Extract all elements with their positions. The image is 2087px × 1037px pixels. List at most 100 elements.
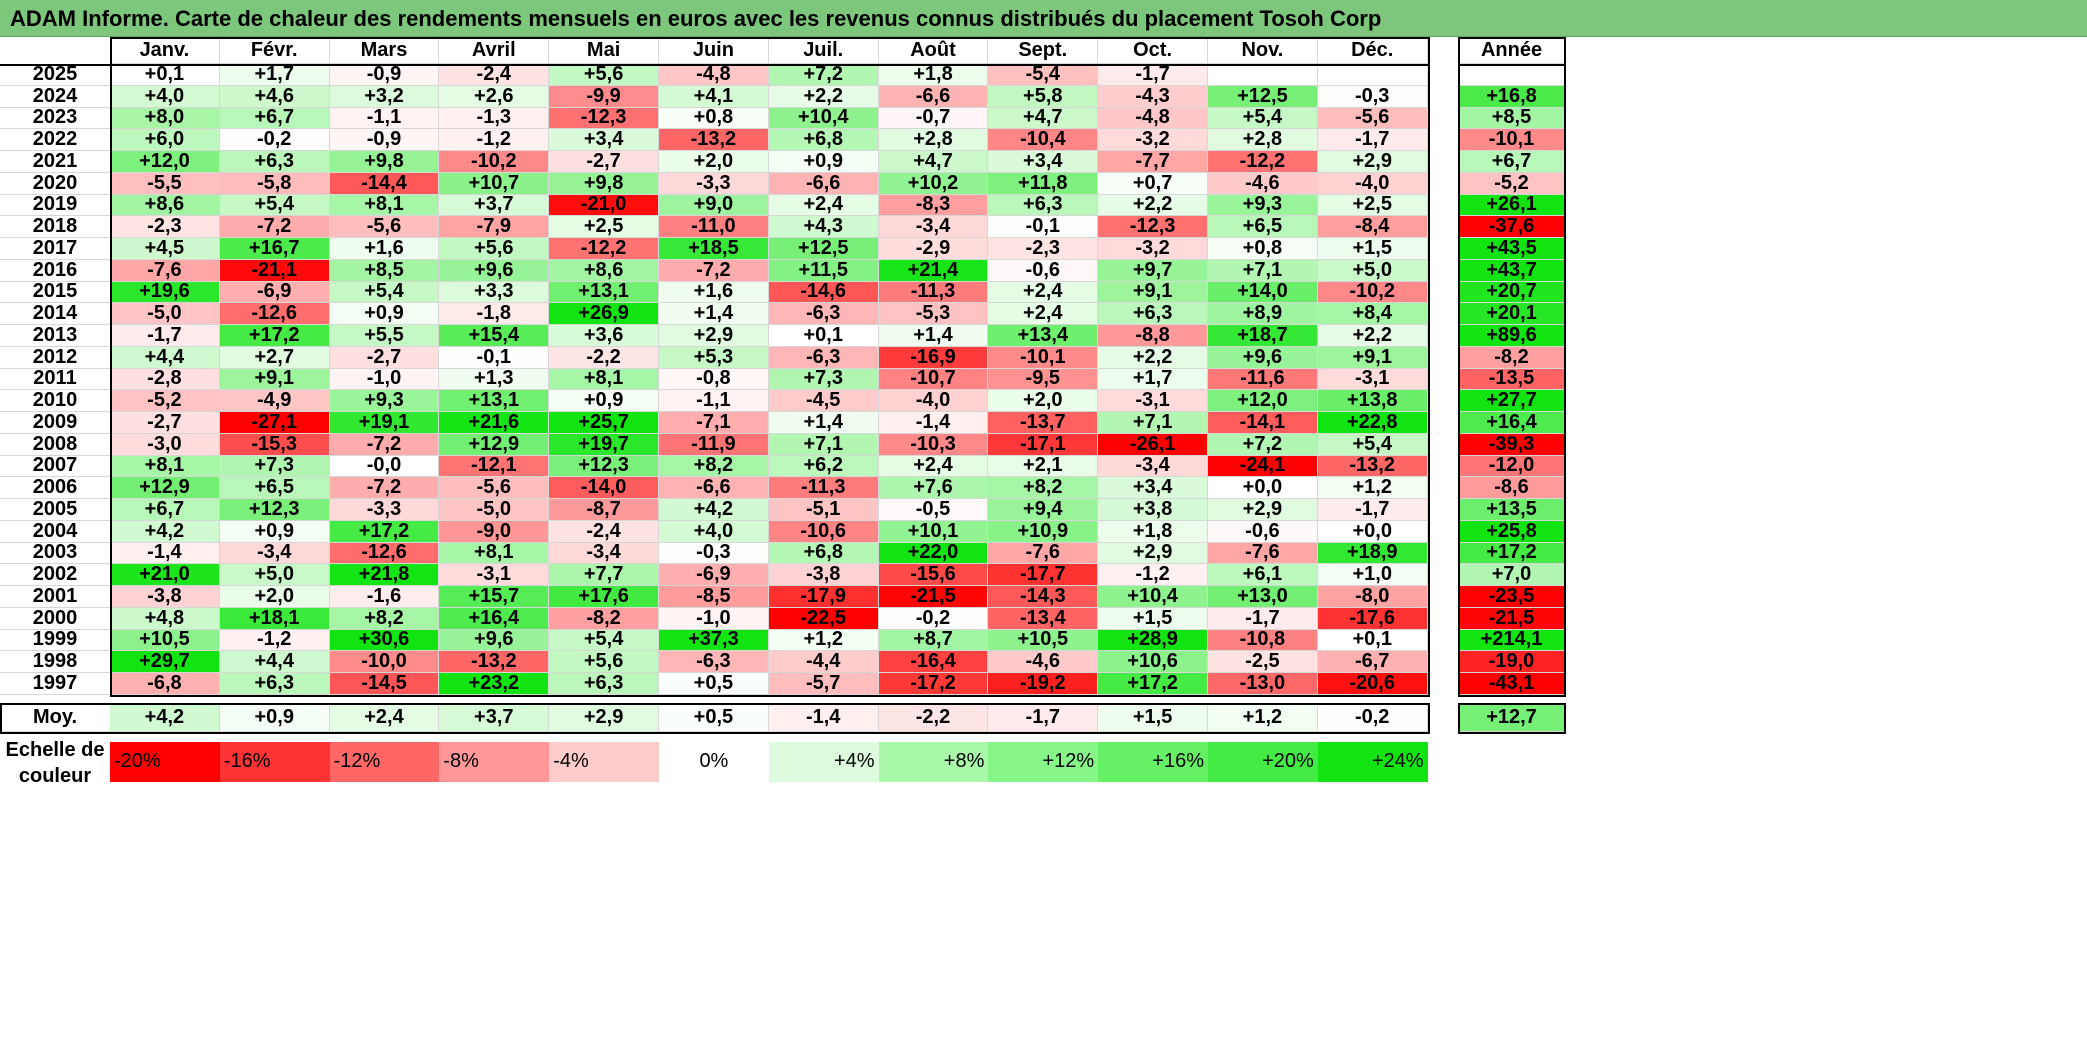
heatmap-cell: +10,9 <box>988 520 1099 543</box>
heatmap-cell: +8,2 <box>329 607 440 630</box>
legend-swatch: +16% <box>1098 741 1208 782</box>
heatmap-cell: +9,1 <box>1317 346 1428 369</box>
heatmap-cell: -2,7 <box>110 411 220 434</box>
heatmap-cell: +5,8 <box>988 85 1099 108</box>
heatmap-cell: +8,6 <box>110 193 220 217</box>
heatmap-cell: -19,2 <box>988 672 1099 695</box>
annual-cell: +26,1 <box>1458 193 1566 217</box>
annual-cell: +25,8 <box>1458 520 1566 543</box>
heatmap-cell: -3,1 <box>439 563 550 586</box>
heatmap-cell: +9,7 <box>1098 259 1208 282</box>
heatmap-cell: -3,4 <box>219 541 330 565</box>
heatmap-cell: +0,1 <box>1317 628 1428 652</box>
average-annual-cell: +12,7 <box>1458 704 1566 732</box>
heatmap-cell: +2,9 <box>1317 150 1428 173</box>
heatmap-cell: +9,1 <box>219 367 330 391</box>
heatmap-cell: -10,4 <box>988 128 1099 151</box>
heatmap-cell: +1,2 <box>1317 476 1428 499</box>
heatmap-cell: +2,2 <box>1317 324 1428 347</box>
heatmap-cell: -5,1 <box>768 498 879 521</box>
heatmap-cell: +29,7 <box>110 650 220 673</box>
heatmap-cell: -3,4 <box>1098 454 1208 478</box>
heatmap-cell: +12,3 <box>219 498 330 521</box>
heatmap-cell: +6,5 <box>219 476 330 499</box>
heatmap-cell: -8,8 <box>1098 324 1208 347</box>
year-label: 2010 <box>0 389 110 412</box>
month-header: Avril <box>439 37 550 64</box>
heatmap-cell: +0,9 <box>549 389 659 412</box>
year-label: 2007 <box>0 454 110 478</box>
heatmap-cell: +1,4 <box>878 324 989 347</box>
heatmap-cell: -3,1 <box>1317 367 1428 391</box>
heatmap-cell: -1,0 <box>659 607 769 630</box>
heatmap-cell: +13,1 <box>439 389 550 412</box>
annual-cell: +89,6 <box>1458 324 1566 347</box>
heatmap-cell: +10,2 <box>878 172 989 195</box>
heatmap-cell: -17,9 <box>768 585 879 608</box>
heatmap-cell: +16,4 <box>439 607 550 630</box>
heatmap-cell: -13,4 <box>988 607 1099 630</box>
year-label: 2016 <box>0 259 110 282</box>
heatmap-cell: -14,6 <box>768 280 879 304</box>
heatmap-cell: +12,5 <box>768 237 879 260</box>
heatmap-cell: +12,3 <box>549 454 659 478</box>
heatmap-cell: -11,6 <box>1208 367 1318 391</box>
annual-cell: -10,1 <box>1458 128 1566 151</box>
heatmap-cell: +2,1 <box>988 454 1099 478</box>
heatmap-cell: +5,4 <box>329 280 440 304</box>
legend-swatch: -4% <box>549 741 659 782</box>
heatmap-cell: +1,2 <box>768 628 879 652</box>
heatmap-cell: +5,6 <box>549 650 659 673</box>
heatmap-cell: -5,3 <box>878 302 989 325</box>
heatmap-cell: +6,3 <box>988 193 1099 217</box>
heatmap-cell: -1,2 <box>219 628 330 652</box>
heatmap-cell: +0,9 <box>329 302 440 325</box>
heatmap-cell: +10,1 <box>878 520 989 543</box>
heatmap-cell: -11,0 <box>659 215 769 238</box>
heatmap-cell: -8,0 <box>1317 585 1428 608</box>
heatmap-cell: -0,3 <box>1317 85 1428 108</box>
heatmap-cell: -0,1 <box>439 346 550 369</box>
heatmap-cell: +0,9 <box>768 150 879 173</box>
heatmap-cell: -10,7 <box>878 367 989 391</box>
heatmap-cell: -3,4 <box>549 541 659 565</box>
heatmap-cell: +4,2 <box>659 498 769 521</box>
month-header: Févr. <box>219 37 330 64</box>
heatmap-cell: +12,5 <box>1208 85 1318 108</box>
heatmap-cell: -5,6 <box>329 215 440 238</box>
heatmap-cell: +0,5 <box>659 672 769 695</box>
heatmap-cell: +0,9 <box>219 520 330 543</box>
heatmap-cell: -0,3 <box>659 541 769 565</box>
heatmap-cell: -20,6 <box>1317 672 1428 695</box>
year-label: 2003 <box>0 541 110 565</box>
heatmap-cell: -10,1 <box>988 346 1099 369</box>
heatmap-cell: -7,6 <box>110 259 220 282</box>
heatmap-cell: -11,3 <box>768 476 879 499</box>
heatmap-cell: -10,6 <box>768 520 879 543</box>
heatmap-cell: +2,5 <box>549 215 659 238</box>
annual-cell: -8,2 <box>1458 346 1566 369</box>
legend-swatch: +20% <box>1208 741 1318 782</box>
annual-cell: +43,5 <box>1458 237 1566 260</box>
heatmap-cell: -16,9 <box>878 346 989 369</box>
heatmap-cell: +12,9 <box>439 433 550 456</box>
heatmap-cell: -4,0 <box>878 389 989 412</box>
heatmap-cell: +10,5 <box>110 628 220 652</box>
heatmap-cell: +6,3 <box>549 672 659 695</box>
heatmap-cell: -4,8 <box>1098 106 1208 130</box>
heatmap-cell: +17,2 <box>1098 672 1208 695</box>
average-cell: -1,4 <box>768 704 879 732</box>
heatmap-cell: +14,0 <box>1208 280 1318 304</box>
heatmap-cell: +9,3 <box>329 389 440 412</box>
heatmap-cell: +8,5 <box>329 259 440 282</box>
heatmap-cell: -0,0 <box>329 454 440 478</box>
heatmap-cell: -5,6 <box>1317 106 1428 130</box>
heatmap-cell: -6,9 <box>659 563 769 586</box>
heatmap-cell: -0,8 <box>659 367 769 391</box>
month-header: Juin <box>659 37 769 64</box>
heatmap-cell: -2,7 <box>549 150 659 173</box>
heatmap-cell: +4,6 <box>219 85 330 108</box>
heatmap-cell: -14,4 <box>329 172 440 195</box>
heatmap-cell: -1,4 <box>878 411 989 434</box>
heatmap-cell: -7,2 <box>659 259 769 282</box>
